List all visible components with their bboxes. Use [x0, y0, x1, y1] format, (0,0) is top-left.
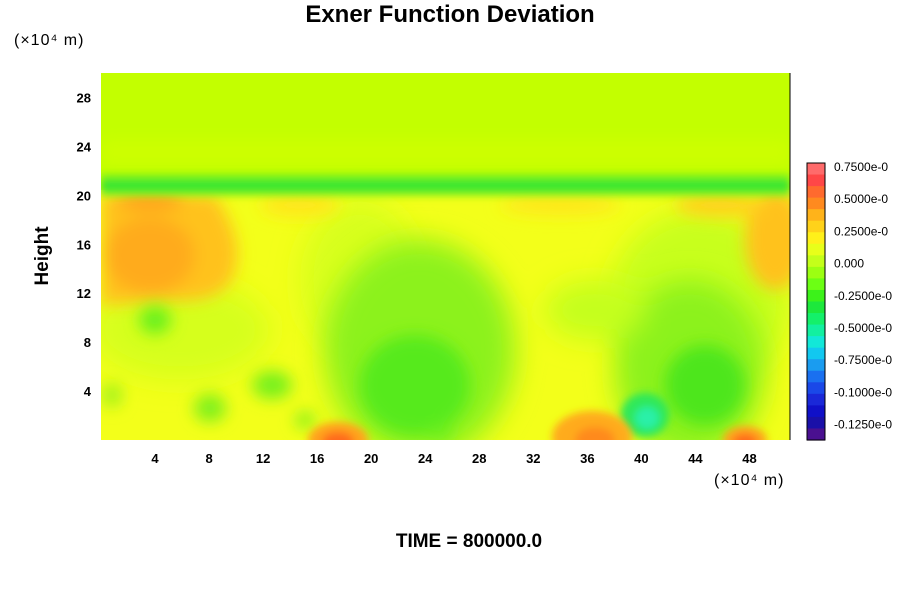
x-axis-ticks: 4 8 12 16 20 24 28 32 36 40 44 48: [151, 451, 756, 466]
colorbar-swatch: [807, 405, 825, 418]
y-tick-label: 16: [77, 237, 91, 252]
orange-spot: [723, 426, 767, 440]
x-tick-label: 24: [418, 451, 433, 466]
cyan-spot-inner: [635, 407, 659, 429]
y-tick-label: 4: [84, 384, 92, 399]
orange-spot-core: [575, 427, 615, 440]
yellow-strip: [260, 193, 340, 217]
green-blob: [295, 412, 315, 428]
colorbar-swatch: [807, 382, 825, 395]
colorbar-swatch: [807, 163, 825, 176]
greenish-patch: [101, 280, 270, 380]
orange-edge: [675, 193, 765, 217]
y-tick-label: 24: [77, 139, 92, 154]
colorbar-swatch: [807, 209, 825, 222]
colorbar-swatch: [807, 359, 825, 372]
colorbar-swatch: [807, 266, 825, 280]
colorbar-label: -0.7500e-0: [834, 353, 892, 367]
x-tick-label: 20: [364, 451, 378, 466]
red-orange-spot: [733, 434, 757, 440]
green-blob: [194, 394, 226, 422]
colorbar-swatch: [807, 243, 825, 256]
x-axis-unit: (×10⁴ m): [714, 472, 785, 489]
colorbar-swatch: [807, 313, 825, 326]
colorbar-swatch: [807, 278, 825, 291]
green-patch: [545, 280, 645, 340]
colorbar-swatch: [807, 370, 825, 383]
colorbar-swatch: [807, 301, 825, 314]
colorbar-swatch: [807, 197, 825, 210]
orange-spot: [308, 422, 368, 440]
colorbar-swatch: [807, 174, 825, 187]
colorbar-frame: [806, 162, 826, 441]
colorbar: 0.7500e-0 0.5000e-0 0.2500e-0 0.000 -0.2500e…: [806, 160, 892, 441]
x-tick-label: 32: [526, 451, 540, 466]
orange-core: [105, 217, 195, 293]
plot-area: [101, 73, 790, 440]
green-blob: [252, 371, 292, 399]
colorbar-swatch: [807, 416, 825, 430]
colorbar-swatch: [807, 324, 825, 337]
x-tick-label: 8: [205, 451, 212, 466]
colorbar-swatch: [807, 289, 825, 303]
green-blob: [102, 383, 122, 407]
orange-edge: [745, 190, 790, 290]
y-tick-label: 28: [77, 90, 91, 105]
green-band-inner: [101, 180, 790, 191]
x-tick-label: 40: [634, 451, 648, 466]
colorbar-swatch: [807, 428, 825, 441]
colorbar-label: -0.1000e-0: [834, 385, 892, 399]
colorbar-label: -0.5000e-0: [834, 321, 892, 335]
green-blob: [428, 425, 452, 440]
red-orange-spot: [322, 432, 354, 440]
colorbar-swatch: [807, 186, 825, 199]
green-dome-inner: [360, 335, 470, 435]
y-tick-label: 8: [84, 335, 91, 350]
colorbar-swatch: [807, 232, 825, 245]
y-tick-label: 12: [77, 286, 91, 301]
chart-title: Exner Function Deviation: [305, 1, 595, 28]
orange-spot: [552, 411, 632, 440]
colorbar-label: -0.1250e-0: [834, 418, 892, 432]
x-tick-label: 48: [742, 451, 756, 466]
colorbar-label: 0.5000e-0: [834, 192, 888, 206]
x-tick-label: 28: [472, 451, 486, 466]
x-tick-label: 44: [688, 451, 703, 466]
y-axis-unit: (×10⁴ m): [14, 32, 85, 49]
colorbar-swatch: [807, 393, 825, 406]
colorbar-label: 0.7500e-0: [834, 160, 888, 174]
x-tick-label: 16: [310, 451, 324, 466]
colorbar-label: 0.000: [834, 257, 864, 271]
yellow-strip: [500, 195, 620, 215]
colorbar-swatch: [807, 255, 825, 268]
y-axis-ticks: 4 8 12 16 20 24 28: [77, 90, 92, 399]
upper-field: [101, 73, 790, 193]
y-tick-label: 20: [77, 188, 91, 203]
colorbar-swatch: [807, 347, 825, 360]
colorbar-swatch: [807, 336, 825, 349]
colorbar-swatch: [807, 220, 825, 233]
x-tick-label: 36: [580, 451, 594, 466]
x-tick-label: 4: [151, 451, 159, 466]
green-dome-inner: [665, 345, 745, 425]
green-blob: [139, 306, 171, 334]
time-label: TIME = 800000.0: [395, 531, 543, 552]
colorbar-label: 0.2500e-0: [834, 224, 888, 238]
upper-field-streak: [101, 140, 790, 164]
colorbar-label: -0.2500e-0: [834, 289, 892, 303]
x-tick-label: 12: [256, 451, 270, 466]
